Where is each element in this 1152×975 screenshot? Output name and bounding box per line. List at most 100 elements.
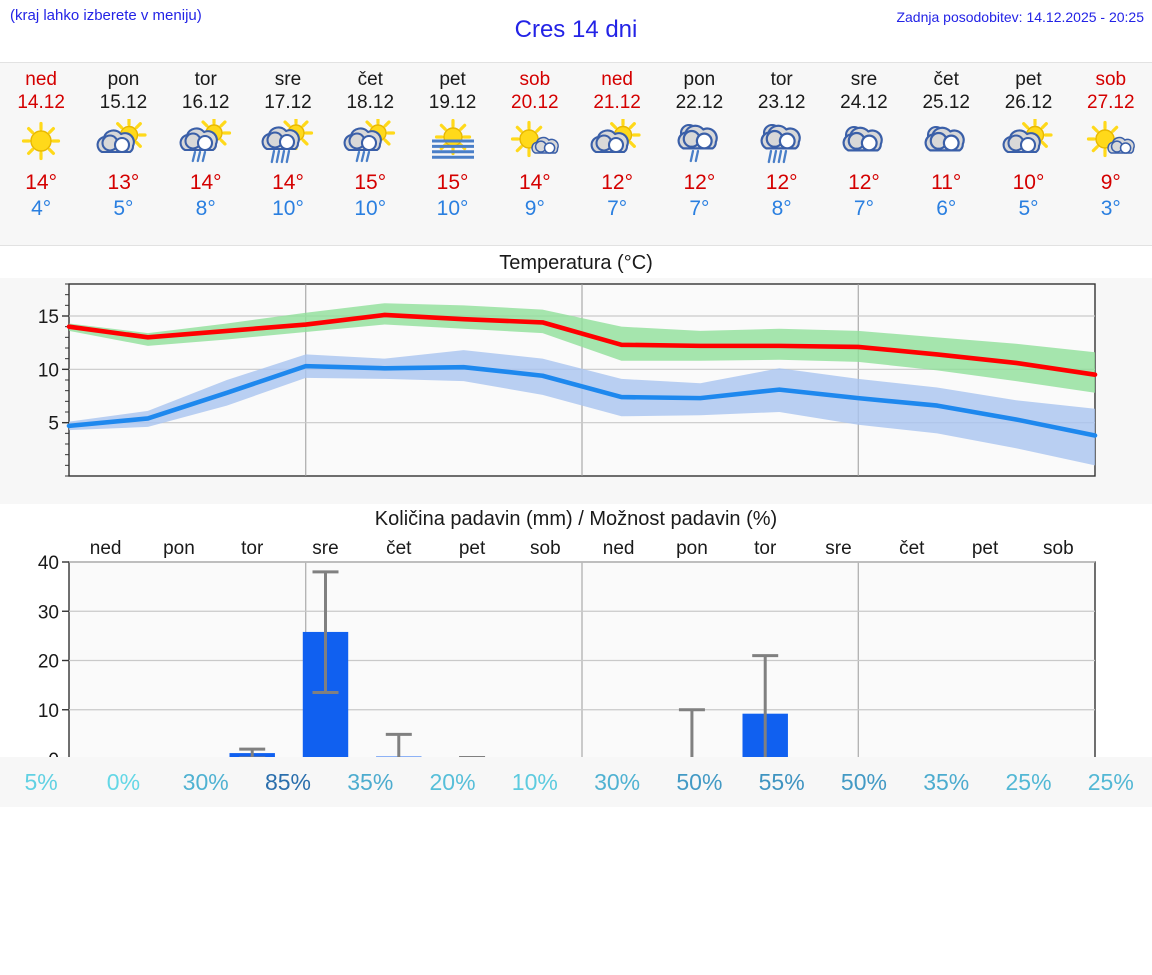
forecast-day-1[interactable]: ned 14.12 14° 4° [0,63,82,245]
precipitation-chart-title: Količina padavin (mm) / Možnost padavin … [374,508,778,530]
precip-day-label: tor [241,538,264,559]
precip-probability: 25% [1005,768,1052,795]
day-date: 19.12 [428,92,477,113]
day-date: 22.12 [675,92,724,113]
day-name: sob [1095,69,1127,90]
precip-error-bar [385,732,412,759]
svg-text:30: 30 [38,602,59,623]
precip-probability: 35% [347,768,394,795]
precip-probability: 30% [182,768,229,795]
temperature-band-2 [69,350,1095,466]
temp-max: 10° [1012,171,1045,194]
sun-small-cloud-icon [499,116,571,168]
precip-probability: 30% [594,768,641,795]
temp-max: 15° [436,171,469,194]
forecast-day-6[interactable]: pet 19.12 15° 10° [411,63,493,245]
day-date: 27.12 [1087,92,1135,113]
precip-probability: 10% [511,768,558,795]
precipitation-chart-svg: ned pon tor sre čet pet sob ned pon tor sre čet pet s… [38,538,1096,771]
precip-day-label: tor [754,538,777,559]
cloud-rain-icon [663,116,735,168]
temp-min: 10° [354,197,387,220]
forecast-day-14[interactable]: sob 27.12 9° 3° [1070,63,1152,245]
temp-min: 10° [436,197,469,220]
precip-day-label: sob [530,538,561,559]
precip-probability: 50% [840,768,887,795]
day-date: 16.12 [181,92,230,113]
sun-cloud-heavy-rain-icon [252,116,324,168]
day-date: 18.12 [346,92,395,113]
temp-min: 8° [771,197,792,220]
forecast-day-13[interactable]: pet 26.12 10° 5° [987,63,1069,245]
sun-cloud-rain-icon [334,116,406,168]
svg-text:40: 40 [38,553,59,574]
day-date: 15.12 [99,92,148,113]
overcast-icon [828,116,900,168]
day-date: 17.12 [264,92,312,113]
temp-min: 5° [113,197,134,220]
precip-probability: 85% [264,768,311,795]
precip-probability: 5% [24,768,58,795]
day-name: čet [933,69,959,90]
precip-day-label: sre [825,538,851,559]
temp-max: 12° [765,171,798,194]
temp-max: 14° [518,171,551,194]
forecast-day-7[interactable]: sob 20.12 14° 9° [494,63,576,245]
day-date: 23.12 [757,92,806,113]
day-name: pon [107,69,140,90]
temp-min: 6° [936,197,957,220]
sun-cloud-icon [993,116,1065,168]
forecast-day-2[interactable]: pon 15.12 13° 5° [82,63,164,245]
temp-min: 5° [1018,197,1039,220]
forecast-day-12[interactable]: čet 25.12 11° 6° [905,63,987,245]
forecast-day-3[interactable]: tor 16.12 14° 8° [165,63,247,245]
sun-cloud-icon [87,116,159,168]
forecast-strip: ned 14.12 14° 4° pon 15.12 13° 5° tor 16.12 14° 8° s… [0,62,1152,246]
cloud-heavy-rain-icon [746,116,818,168]
day-name: pet [439,69,466,90]
temp-max: 13° [107,171,140,194]
forecast-day-5[interactable]: čet 18.12 15° 10° [329,63,411,245]
forecast-day-9[interactable]: pon 22.12 12° 7° [658,63,740,245]
sun-cloud-rain-icon [170,116,242,168]
day-name: čet [357,69,383,90]
forecast-day-list: ned 14.12 14° 4° pon 15.12 13° 5° tor 16.12 14° 8° s… [0,63,1152,245]
svg-text:20: 20 [38,652,59,673]
temperature-line-1 [66,312,1098,377]
temp-max: 14° [189,171,222,194]
sun-cloud-icon [581,116,653,168]
precip-probability: 0% [106,768,141,795]
sun-small-cloud-icon [1075,116,1147,168]
precip-day-label: ned [90,538,122,559]
last-updated-label: Zadnja posodobitev: 14.12.2025 - 20:25 [896,9,1144,25]
precip-day-label: pon [676,538,708,559]
temp-min: 7° [853,197,874,220]
menu-hint: (kraj lahko izberete v meniju) [10,7,202,24]
precip-probability: 35% [923,768,970,795]
forecast-day-10[interactable]: tor 23.12 12° 8° [741,63,823,245]
temp-max: 12° [848,171,880,194]
precipitation-probability-row: 5% 0% 30% 85% 35% 20% 10% 30% 50% 55% 50% 35% 25% 25% [0,757,1152,807]
precip-day-label: čet [386,538,412,559]
precip-day-label: pet [459,538,486,559]
page-header: (kraj lahko izberete v meniju) Cres 14 d… [0,0,1152,62]
precip-day-label: pet [972,538,999,559]
precip-error-bar [678,708,705,759]
temperature-line-2 [66,363,1098,438]
temp-max: 11° [931,171,962,194]
temp-max: 14° [25,171,58,194]
sun-icon [5,116,77,168]
temp-min: 4° [31,197,52,220]
day-name: tor [770,69,793,90]
precip-day-label: sre [312,538,338,559]
forecast-day-11[interactable]: sre 24.12 12° 7° [823,63,905,245]
forecast-day-8[interactable]: ned 21.12 12° 7° [576,63,658,245]
day-name: sre [274,69,302,90]
forecast-day-4[interactable]: sre 17.12 14° 10° [247,63,329,245]
day-name: sob [519,69,551,90]
day-date: 20.12 [511,92,559,113]
day-name: pet [1015,69,1042,90]
temp-min: 3° [1100,197,1121,220]
